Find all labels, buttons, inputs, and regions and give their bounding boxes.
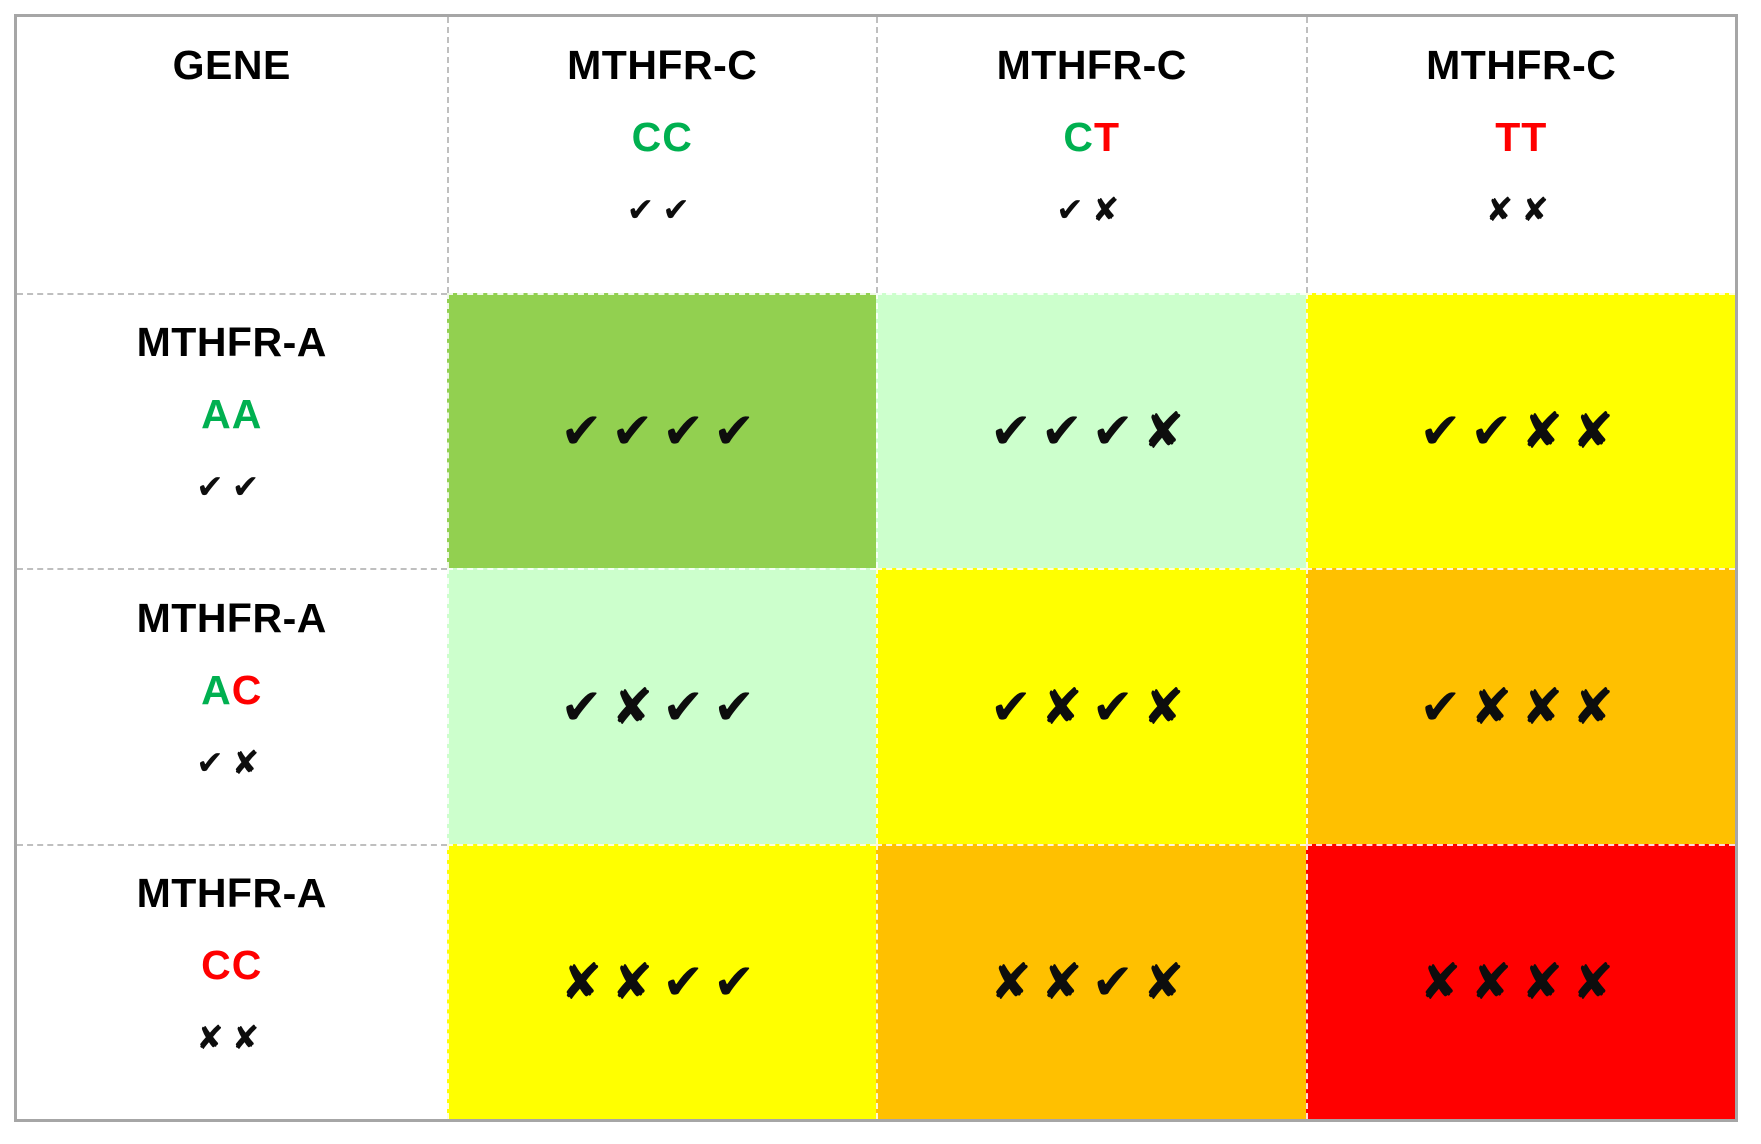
gene-name-label: MTHFR-A	[136, 319, 327, 365]
gene-name-label: MTHFR-C	[567, 41, 758, 88]
cell-marks: ✔✔✘✘	[1419, 402, 1624, 461]
genotype-risk-matrix: GENE MTHFR-C C C ✔✔ MTHFR-C C T ✔✘ MTHFR…	[14, 14, 1738, 1122]
marks-label: ✘✘	[1485, 189, 1557, 229]
matrix-cell-ac-tt: ✔✘✘✘	[1305, 568, 1735, 844]
marks-label: ✔✔	[626, 189, 698, 229]
corner-header-gene: GENE	[17, 17, 447, 293]
row-header-mthfr-a-cc: MTHFR-A C C ✘✘	[17, 843, 447, 1119]
genotype-letter: A	[201, 666, 232, 713]
genotype-letter: A	[231, 391, 263, 437]
cell-marks: ✔✘✔✘	[989, 677, 1194, 736]
column-header-mthfr-c-cc: MTHFR-C C C ✔✔	[446, 17, 876, 293]
cell-marks: ✘✘✔✘	[989, 953, 1194, 1012]
matrix-cell-ac-ct: ✔✘✔✘	[876, 568, 1306, 844]
genotype-letter: C	[662, 113, 693, 160]
genotype-letter: A	[201, 391, 232, 437]
cell-marks: ✔✔✔✘	[989, 402, 1194, 461]
gene-name-label: MTHFR-A	[136, 870, 327, 916]
gene-column-title: GENE	[172, 41, 291, 88]
column-header-mthfr-c-tt: MTHFR-C T T ✘✘	[1305, 17, 1735, 293]
column-header-mthfr-c-ct: MTHFR-C C T ✔✘	[876, 17, 1306, 293]
cell-marks: ✘✘✘✘	[1419, 953, 1624, 1012]
genotype-letter: C	[231, 942, 263, 988]
cell-marks: ✔✔✔✔	[560, 402, 765, 461]
genotype-label: T T	[1495, 101, 1547, 173]
row-header-mthfr-a-aa: MTHFR-A A A ✔✔	[17, 292, 447, 568]
marks-label: ✔✔	[196, 467, 268, 506]
genotype-letter: C	[631, 113, 663, 160]
row-header-mthfr-a-ac: MTHFR-A A C ✔✘	[17, 568, 447, 844]
genotype-letter: T	[1521, 113, 1548, 160]
matrix-cell-aa-cc: ✔✔✔✔	[446, 292, 876, 568]
gene-name-label: MTHFR-A	[136, 594, 327, 641]
genotype-label: C T	[1063, 101, 1120, 173]
matrix-cell-cc-ct: ✘✘✔✘	[876, 843, 1306, 1119]
genotype-letter: C	[231, 666, 263, 713]
marks-label: ✘✘	[196, 1018, 268, 1057]
matrix-cell-aa-tt: ✔✔✘✘	[1305, 292, 1735, 568]
cell-marks: ✘✘✔✔	[560, 953, 765, 1012]
genotype-letter: T	[1495, 113, 1522, 160]
matrix-cell-aa-ct: ✔✔✔✘	[876, 292, 1306, 568]
matrix-cell-ac-cc: ✔✘✔✔	[446, 568, 876, 844]
marks-label: ✔✘	[1056, 189, 1128, 229]
genotype-letter: C	[1063, 113, 1095, 160]
genotype-letter: C	[201, 942, 232, 988]
marks-label: ✔✘	[196, 742, 268, 782]
gene-name-label: MTHFR-C	[1426, 41, 1617, 88]
genotype-label: A A	[201, 379, 262, 451]
genotype-letter: T	[1094, 113, 1121, 160]
cell-marks: ✔✘✘✘	[1419, 677, 1624, 736]
gene-name-label: MTHFR-C	[996, 41, 1187, 88]
matrix-cell-cc-cc: ✘✘✔✔	[446, 843, 876, 1119]
genotype-label: C C	[201, 930, 262, 1002]
genotype-label: A C	[201, 654, 262, 726]
cell-marks: ✔✘✔✔	[560, 677, 765, 736]
genotype-label: C C	[632, 101, 693, 173]
matrix-cell-cc-tt: ✘✘✘✘	[1305, 843, 1735, 1119]
